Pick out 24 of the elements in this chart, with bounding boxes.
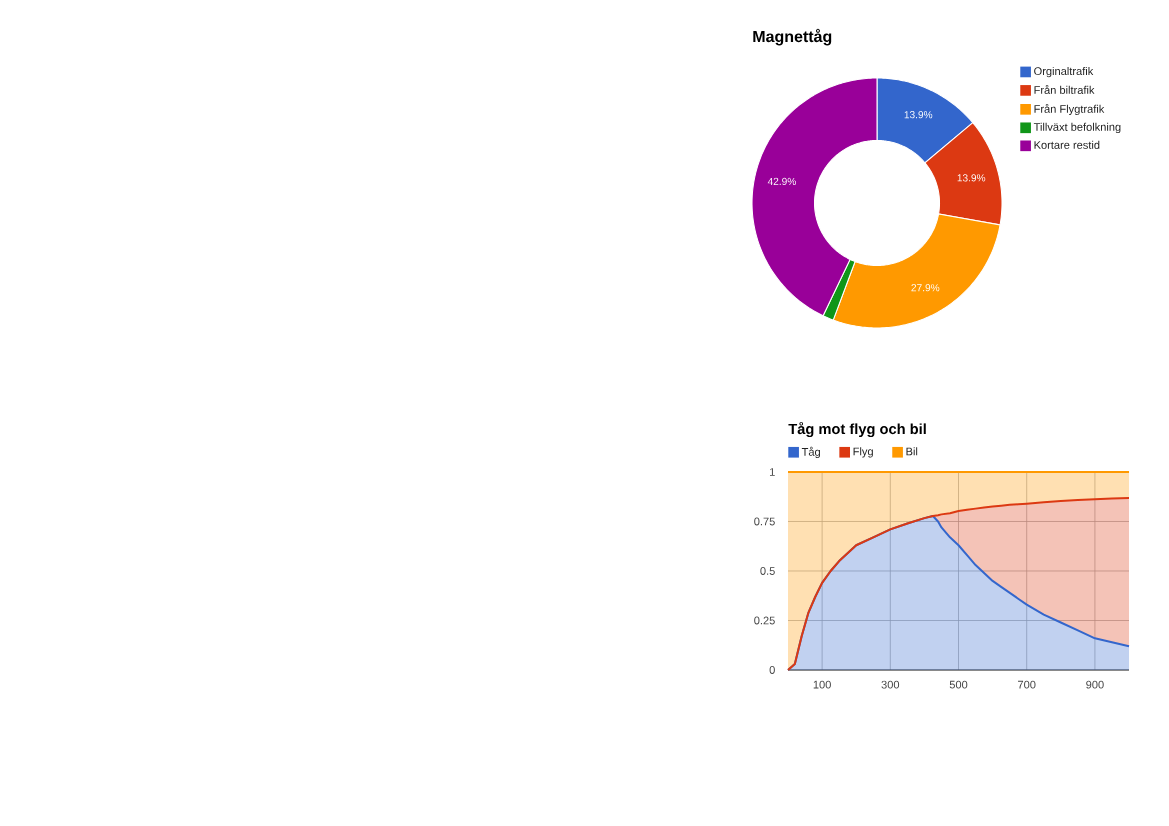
legend-label: Kortare restid <box>1034 140 1100 149</box>
y-tick-label: 0.25 <box>754 616 775 625</box>
data-label: 13.9% <box>904 111 933 119</box>
legend-label: Tillväxt befolkning <box>1033 122 1121 134</box>
y-tick-label: 0.5 <box>760 567 775 575</box>
y-tick-label: 0.75 <box>754 517 775 526</box>
y-tick-label: 1 <box>769 468 775 476</box>
x-tick-label: 900 <box>1086 680 1104 689</box>
legend-label: Flyg <box>853 447 873 458</box>
data-label: 42.9% <box>767 177 796 186</box>
x-tick-label: 500 <box>949 680 968 689</box>
x-tick-label: 700 <box>1018 680 1036 689</box>
legend-label: Orginaltrafik <box>1034 66 1094 78</box>
data-label: 27.9% <box>911 284 940 292</box>
legend-label: Bil <box>906 447 918 456</box>
data-label: 13.9% <box>957 174 986 182</box>
legend-label: Från biltrafik <box>1034 84 1095 94</box>
chart-title: Tåg mot flyg och bil <box>788 421 926 438</box>
legend-label: Från Flygtrafik <box>1034 103 1105 116</box>
x-tick-label: 300 <box>881 680 900 689</box>
legend-label: Tåg <box>801 446 820 459</box>
x-tick-label: 100 <box>813 680 831 689</box>
chart-title: Magnettåg <box>753 28 832 46</box>
y-tick-label: 0 <box>769 666 775 674</box>
